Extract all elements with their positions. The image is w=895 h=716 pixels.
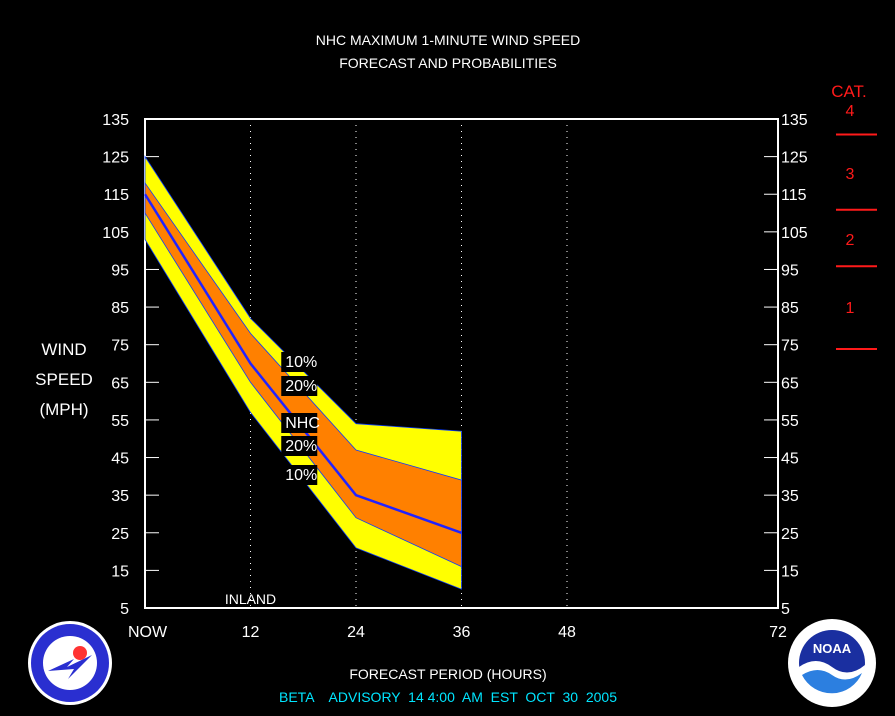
x-tick-label-72: 72: [769, 624, 787, 641]
band-label-box-3: [281, 436, 318, 456]
category-label-2: 2: [846, 232, 855, 249]
x-axis-label: FORECAST PERIOD (HOURS): [349, 666, 546, 682]
y-tick-label-right-15: 15: [781, 563, 799, 580]
y-label-line2: SPEED: [35, 370, 93, 389]
band-label-box-0: [281, 352, 318, 372]
y-tick-label-right-85: 85: [781, 300, 799, 317]
y-tick-label-left-85: 85: [111, 300, 129, 317]
y-tick-label-right-5: 5: [781, 601, 790, 618]
y-tick-label-left-5: 5: [120, 601, 129, 618]
x-tick-label-36: 36: [453, 624, 471, 641]
y-tick-label-right-135: 135: [781, 112, 808, 129]
y-tick-label-right-105: 105: [781, 225, 808, 242]
y-tick-label-right-125: 125: [781, 150, 808, 167]
y-tick-label-left-105: 105: [102, 225, 129, 242]
y-tick-label-left-35: 35: [111, 488, 129, 505]
band-label-box-2: [281, 413, 318, 433]
y-tick-label-right-25: 25: [781, 526, 799, 543]
x-tick-label-24: 24: [347, 624, 365, 641]
y-tick-label-left-55: 55: [111, 413, 129, 430]
inland-annotation: INLAND: [225, 591, 276, 607]
category-label-4: 4: [846, 103, 855, 120]
x-tick-label-12: 12: [242, 624, 260, 641]
band-label-box-1: [281, 376, 318, 396]
y-tick-label-right-115: 115: [781, 187, 807, 204]
y-tick-label-left-95: 95: [111, 262, 129, 279]
category-title: CAT.: [831, 82, 867, 101]
y-tick-label-left-65: 65: [111, 375, 129, 392]
x-tick-label-now: NOW: [128, 624, 168, 641]
nws-logo: [28, 621, 112, 705]
band-label-box-4: [281, 465, 318, 485]
advisory-text: BETA ADVISORY 14 4:00 AM EST OCT 30 2005: [279, 689, 617, 705]
y-tick-label-right-75: 75: [781, 338, 799, 355]
y-tick-label-right-45: 45: [781, 451, 799, 468]
y-tick-label-left-115: 115: [103, 187, 129, 204]
chart-title-line1: NHC MAXIMUM 1-MINUTE WIND SPEED: [316, 32, 580, 48]
noaa-logo: NOAA: [788, 619, 876, 707]
category-label-3: 3: [846, 166, 855, 183]
y-tick-label-right-35: 35: [781, 488, 799, 505]
category-label-1: 1: [846, 300, 855, 317]
y-tick-label-left-135: 135: [102, 112, 129, 129]
y-tick-label-right-65: 65: [781, 375, 799, 392]
band-label-1: 20%: [285, 378, 317, 395]
band-label-3: 20%: [285, 438, 317, 455]
band-label-2: NHC: [285, 415, 320, 432]
y-tick-label-left-15: 15: [111, 563, 129, 580]
y-label-line1: WIND: [41, 340, 86, 359]
y-label-line3: (MPH): [39, 400, 88, 419]
y-tick-label-left-25: 25: [111, 526, 129, 543]
chart-title-line2: FORECAST AND PROBABILITIES: [339, 55, 557, 71]
y-tick-label-right-95: 95: [781, 262, 799, 279]
y-tick-label-left-75: 75: [111, 338, 129, 355]
svg-text:NOAA: NOAA: [813, 641, 852, 656]
y-tick-label-left-125: 125: [102, 150, 129, 167]
band-label-0: 10%: [285, 354, 317, 371]
band-20-percent: [144, 181, 462, 568]
x-tick-label-48: 48: [558, 624, 576, 641]
y-tick-label-right-55: 55: [781, 413, 799, 430]
band-label-4: 10%: [285, 467, 317, 484]
y-tick-label-left-45: 45: [111, 451, 129, 468]
